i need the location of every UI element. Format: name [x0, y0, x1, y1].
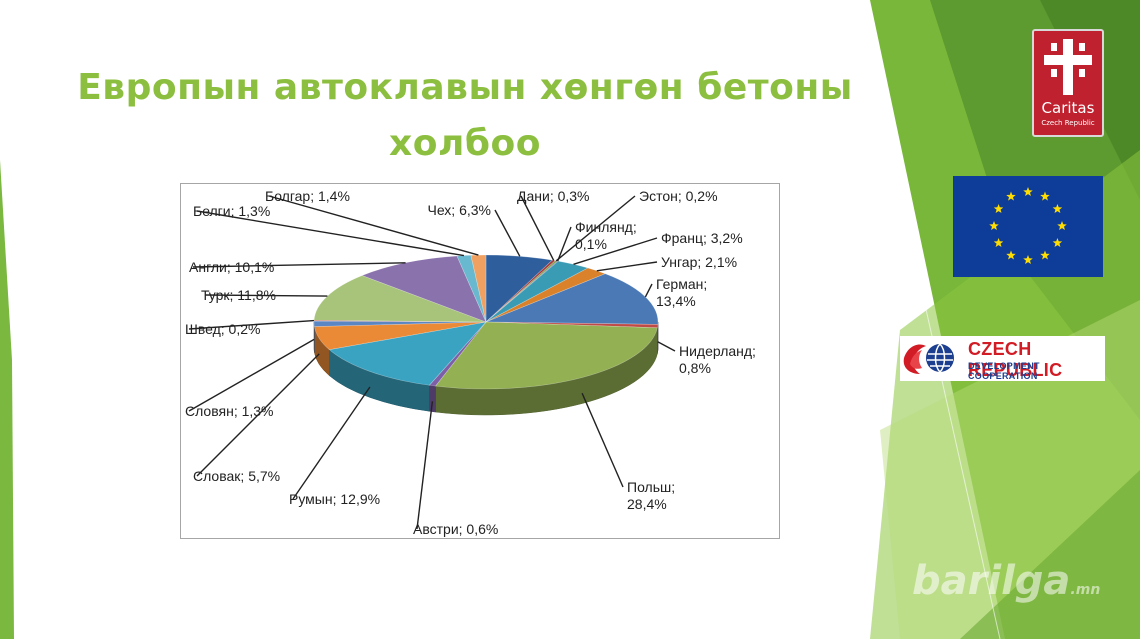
- eu-star-icon: [1052, 204, 1063, 214]
- pie-slice-польш: [434, 321, 658, 390]
- pie-label-эстон: Эстон; 0,2%: [639, 188, 718, 204]
- slide-title: Европын автоклавын хөнгөн бетоны холбоо: [77, 67, 853, 164]
- pie-slice-белги: [456, 254, 487, 323]
- pie-side-австри: [429, 384, 436, 413]
- pie-leader-англи: [192, 262, 406, 268]
- pie-label-польш: Польш; 28,4%: [627, 479, 675, 512]
- caritas-subtitle: Czech Republic: [1041, 119, 1095, 127]
- eu-star-icon: [1052, 238, 1063, 248]
- pie-leader-австри: [416, 401, 434, 530]
- chart-frame: Чех; 6,3% Дани; 0,3% Эстон; 0,2% Финлянд; 0,…: [180, 183, 780, 539]
- caritas-cross-icon: [1044, 39, 1092, 95]
- globe-hands-icon: [903, 343, 954, 374]
- eu-star-icon: [1040, 191, 1050, 201]
- caritas-name: Caritas: [1041, 99, 1095, 117]
- pie-label-франц: Франц; 3,2%: [661, 230, 743, 246]
- pie-label-дани: Дани; 0,3%: [517, 188, 590, 204]
- eu-star-icon: [993, 238, 1004, 248]
- pie-leader-франц: [573, 237, 658, 265]
- pie-leader-дани: [520, 195, 555, 261]
- pie-slice-австри: [428, 321, 487, 387]
- pie-leader-турк: [204, 294, 328, 297]
- eu-star-icon: [1023, 187, 1033, 197]
- eu-star-icon: [1023, 255, 1033, 265]
- pie-leader-швед: [188, 319, 315, 330]
- pie-label-словак: Словак; 5,7%: [193, 468, 280, 484]
- eu-star-icon: [1040, 250, 1050, 260]
- watermark-suffix: .mn: [1070, 582, 1101, 598]
- pie-slice-дани: [485, 259, 556, 323]
- czech-logo-line2: DEVELOPMENT COOPERATION: [968, 361, 1040, 381]
- czech-development-logo: CZECH REPUBLIC DEVELOPMENT COOPERATION: [900, 336, 1105, 381]
- pie-leader-словян: [188, 338, 315, 412]
- pie-label-белги: Белги; 1,3%: [193, 203, 270, 219]
- eu-star-icon: [1006, 250, 1016, 260]
- pie-leader-унгар: [596, 261, 658, 272]
- pie-label-чех: Чех; 6,3%: [428, 202, 492, 218]
- pie-leader-болгар: [268, 195, 479, 256]
- pie-leader-финлянд: [557, 226, 572, 262]
- eu-star-icon: [989, 221, 999, 231]
- pie-label-финлянд: Финлянд; 0,1%: [575, 219, 637, 252]
- pie-leader-чех: [494, 209, 521, 257]
- pie-label-унгар: Унгар; 2,1%: [661, 254, 737, 270]
- eu-star-icon: [1006, 191, 1016, 201]
- pie-label-герман: Герман; 13,4%: [656, 276, 707, 309]
- eu-flag-icon: [989, 187, 1067, 265]
- eu-star-icon: [1057, 221, 1067, 231]
- caritas-logo: Caritas Czech Republic: [1032, 29, 1104, 137]
- pie-label-румын: Румын; 12,9%: [289, 491, 380, 507]
- pie-slice-словак: [314, 321, 487, 350]
- pie-label-нидерланд: Нидерланд; 0,8%: [679, 343, 756, 376]
- pie-slice-нидерланд: [485, 321, 659, 329]
- pie-slice-унгар: [485, 267, 607, 323]
- pie-leader-герман: [644, 283, 653, 298]
- pie-label-англи: Англи; 10,1%: [189, 259, 274, 275]
- pie-chart: Чех; 6,3% Дани; 0,3% Эстон; 0,2%Финлянд; 0,…: [185, 188, 756, 537]
- pie-label-болгар: Болгар; 1,4%: [265, 188, 350, 204]
- eu-star-icon: [993, 204, 1004, 214]
- pie-leader-нидерланд: [657, 341, 676, 352]
- pie-label-турк: Турк; 11,8%: [201, 287, 276, 303]
- pie-slice-румын: [328, 321, 487, 386]
- pie-leader-эстон: [555, 195, 636, 262]
- eu-flag-logo: [953, 176, 1103, 277]
- pie-slice-эстон: [485, 260, 558, 323]
- pie-leader-польш: [581, 392, 624, 488]
- pie-slice-чех: [485, 254, 553, 323]
- pie-label-словян: Словян; 1,3%: [185, 403, 274, 419]
- pie-label-австри: Австри; 0,6%: [413, 521, 498, 537]
- watermark-main: barilga: [912, 558, 1071, 604]
- czech-logo-line1: CZECH REPUBLIC: [968, 339, 1063, 380]
- pie-slice-болгар: [470, 254, 487, 323]
- pie-leader-румын: [292, 386, 371, 500]
- pie-label-швед: Швед; 0,2%: [185, 321, 260, 337]
- pie-leader-белги: [196, 210, 465, 257]
- watermark: barilga.mn: [912, 558, 1100, 604]
- pie-leader-словак: [196, 353, 320, 477]
